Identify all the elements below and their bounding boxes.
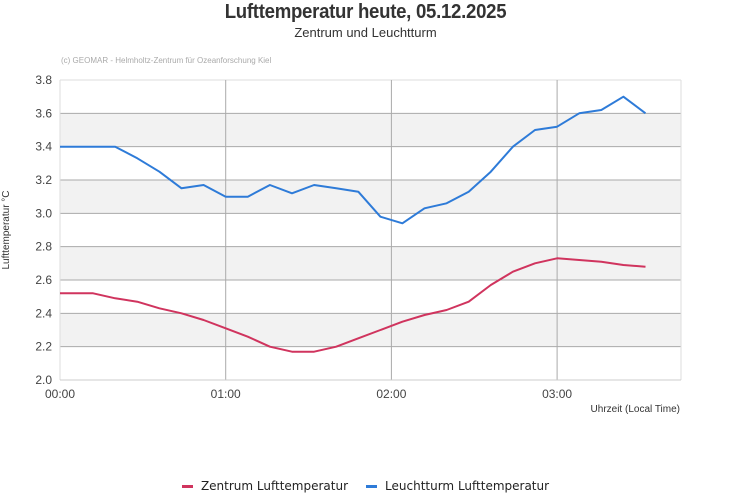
- legend-swatch-leuchtturm: [366, 484, 378, 488]
- x-tick-label: 03:00: [542, 387, 572, 401]
- legend-item-zentrum[interactable]: Zentrum Lufttemperatur: [181, 479, 349, 493]
- y-tick-label: 3.2: [35, 173, 52, 187]
- y-tick-label: 2.8: [35, 240, 52, 254]
- leuchtturm-line[interactable]: [60, 95, 647, 225]
- legend-label-zentrum: Zentrum Lufttemperatur: [200, 479, 349, 493]
- chart-subtitle: Zentrum und Leuchtturm: [294, 25, 437, 40]
- y-tick-label: 2.6: [35, 273, 52, 287]
- y-tick-label: 3.4: [35, 140, 52, 154]
- y-axis-ticks: 2.0 2.2 2.4 2.6 2.8 3.0 3.2 3.4 3.6 3.8: [35, 73, 52, 387]
- y-tick-label: 2.4: [35, 306, 52, 320]
- x-tick-label: 01:00: [211, 387, 241, 401]
- legend: Zentrum Lufttemperatur Leuchtturm Luftte…: [0, 479, 731, 493]
- y-tick-label: 3.8: [35, 73, 52, 87]
- legend-label-leuchtturm: Leuchtturm Lufttemperatur: [385, 479, 550, 493]
- zentrum-line[interactable]: [60, 257, 646, 353]
- x-axis-ticks: 00:00 01:00 02:00 03:00: [45, 387, 572, 401]
- y-tick-label: 3.6: [35, 106, 52, 120]
- credit-text: (c) GEOMAR - Helmholtz-Zentrum für Ozean…: [61, 56, 272, 65]
- y-axis-label: Lufttemperatur °C: [1, 190, 12, 269]
- chart-title: Lufttemperatur heute, 05.12.2025: [224, 1, 507, 23]
- grid-bands: [60, 113, 681, 347]
- x-tick-label: 02:00: [376, 387, 406, 401]
- x-axis-label: Uhrzeit (Local Time): [591, 404, 680, 415]
- y-tick-label: 3.0: [35, 206, 52, 220]
- legend-item-leuchtturm[interactable]: Leuchtturm Lufttemperatur: [366, 479, 549, 493]
- x-tick-label: 00:00: [45, 387, 75, 401]
- y-tick-label: 2.2: [35, 340, 52, 354]
- y-tick-label: 2.0: [35, 373, 52, 387]
- legend-swatch-zentrum: [181, 484, 193, 488]
- series-lines: [60, 95, 647, 353]
